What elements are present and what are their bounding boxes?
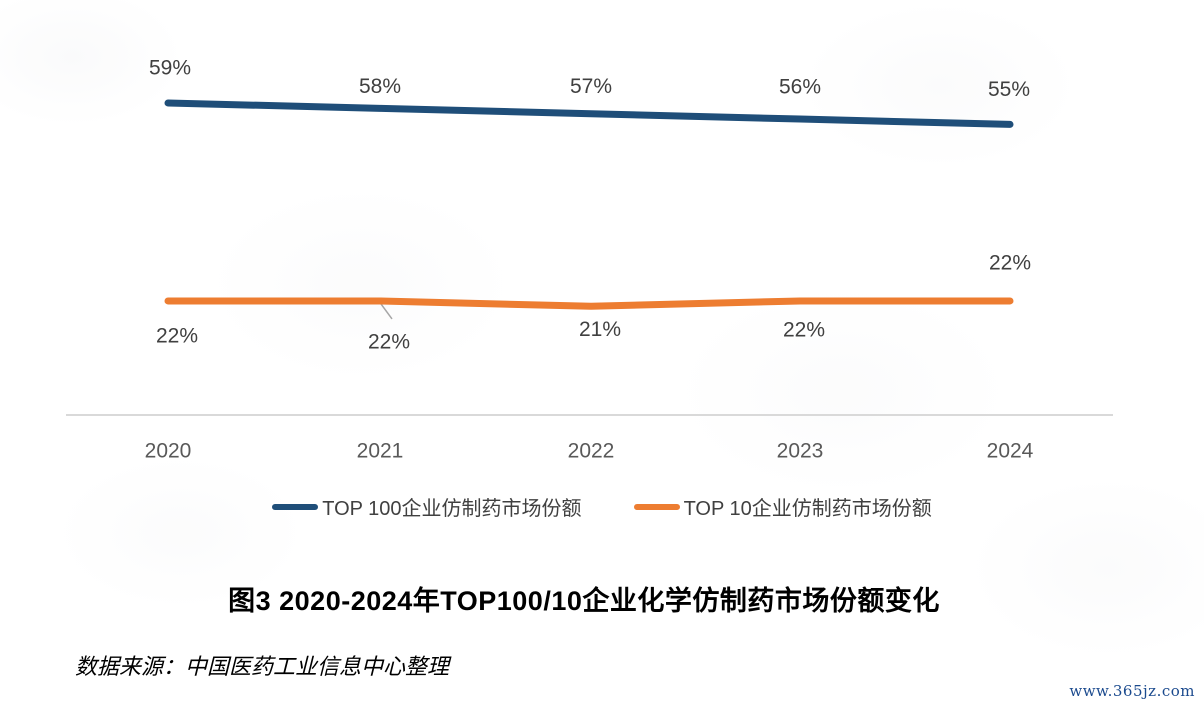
x-tick-label-2024: 2024: [987, 440, 1034, 463]
legend-swatch-top100: [272, 503, 319, 510]
label-leader-line: [380, 303, 393, 320]
series-line-top10: [164, 297, 1014, 310]
chart-source: 数据来源：中国医药工业信息中心整理: [75, 654, 450, 679]
legend-item-top100: TOP 100企业仿制药市场份额: [272, 492, 582, 521]
x-tick-label-2021: 2021: [357, 440, 404, 463]
data-label-top100-2021: 58%: [359, 75, 401, 98]
legend-label-top10: TOP 10企业仿制药市场份额: [683, 498, 932, 520]
data-label-top10-2021: 22%: [368, 330, 410, 353]
x-tick-label-2023: 2023: [777, 440, 824, 463]
data-label-top100-2022: 57%: [570, 75, 612, 98]
legend-label-top100: TOP 100企业仿制药市场份额: [322, 498, 582, 520]
series-line-top100: [164, 99, 1014, 128]
data-label-top10-2023: 22%: [783, 318, 825, 341]
data-label-top100-2024: 55%: [988, 78, 1030, 101]
legend-swatch-top10: [633, 503, 680, 510]
plot-area: 59% 58% 57% 56% 55% 22% 22% 21% 22% 22% 2020 2021 20…: [66, 57, 1113, 463]
data-label-top10-2022: 21%: [579, 318, 621, 341]
data-label-top10-2024: 22%: [989, 251, 1031, 274]
data-label-top100-2020: 59%: [149, 57, 191, 80]
x-tick-label-2022: 2022: [568, 440, 615, 463]
chart-title: 图3 2020-2024年TOP100/10企业化学仿制药市场份额变化: [228, 586, 940, 616]
data-label-top100-2023: 56%: [779, 76, 821, 99]
watermark: www.365jz.com: [1069, 682, 1195, 700]
legend-item-top10: TOP 10企业仿制药市场份额: [633, 492, 932, 521]
x-tick-label-2020: 2020: [145, 440, 192, 463]
data-label-top10-2020: 22%: [156, 324, 198, 347]
legend: TOP 100企业仿制药市场份额 TOP 10企业仿制药市场份额: [0, 492, 1204, 521]
